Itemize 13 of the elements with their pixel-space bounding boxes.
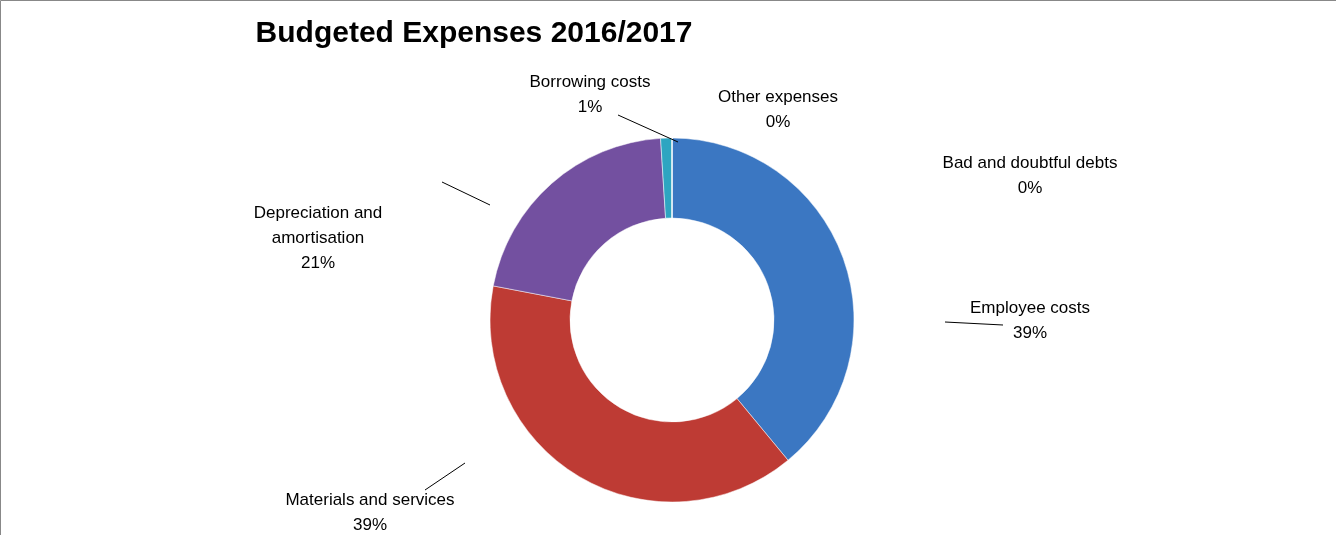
text: 0% [1017,178,1043,197]
slice-label: Materials and services [285,490,455,509]
category-label: Bad and doubtful debts [942,153,1118,172]
slice-label: Depreciation and amortisation [253,203,383,247]
category-label: Other expenses [717,87,839,106]
data-label: 21% [300,253,336,272]
slice-label: Borrowing costs [529,72,651,91]
data-label: 39% [352,515,388,534]
data-label: 1% [577,97,603,116]
data-label: 39% [1012,323,1048,342]
text: 0% [765,112,791,131]
slice-label: Employee costs [970,298,1090,317]
chart-title: Budgeted Expenses 2016/2017 [255,15,693,48]
